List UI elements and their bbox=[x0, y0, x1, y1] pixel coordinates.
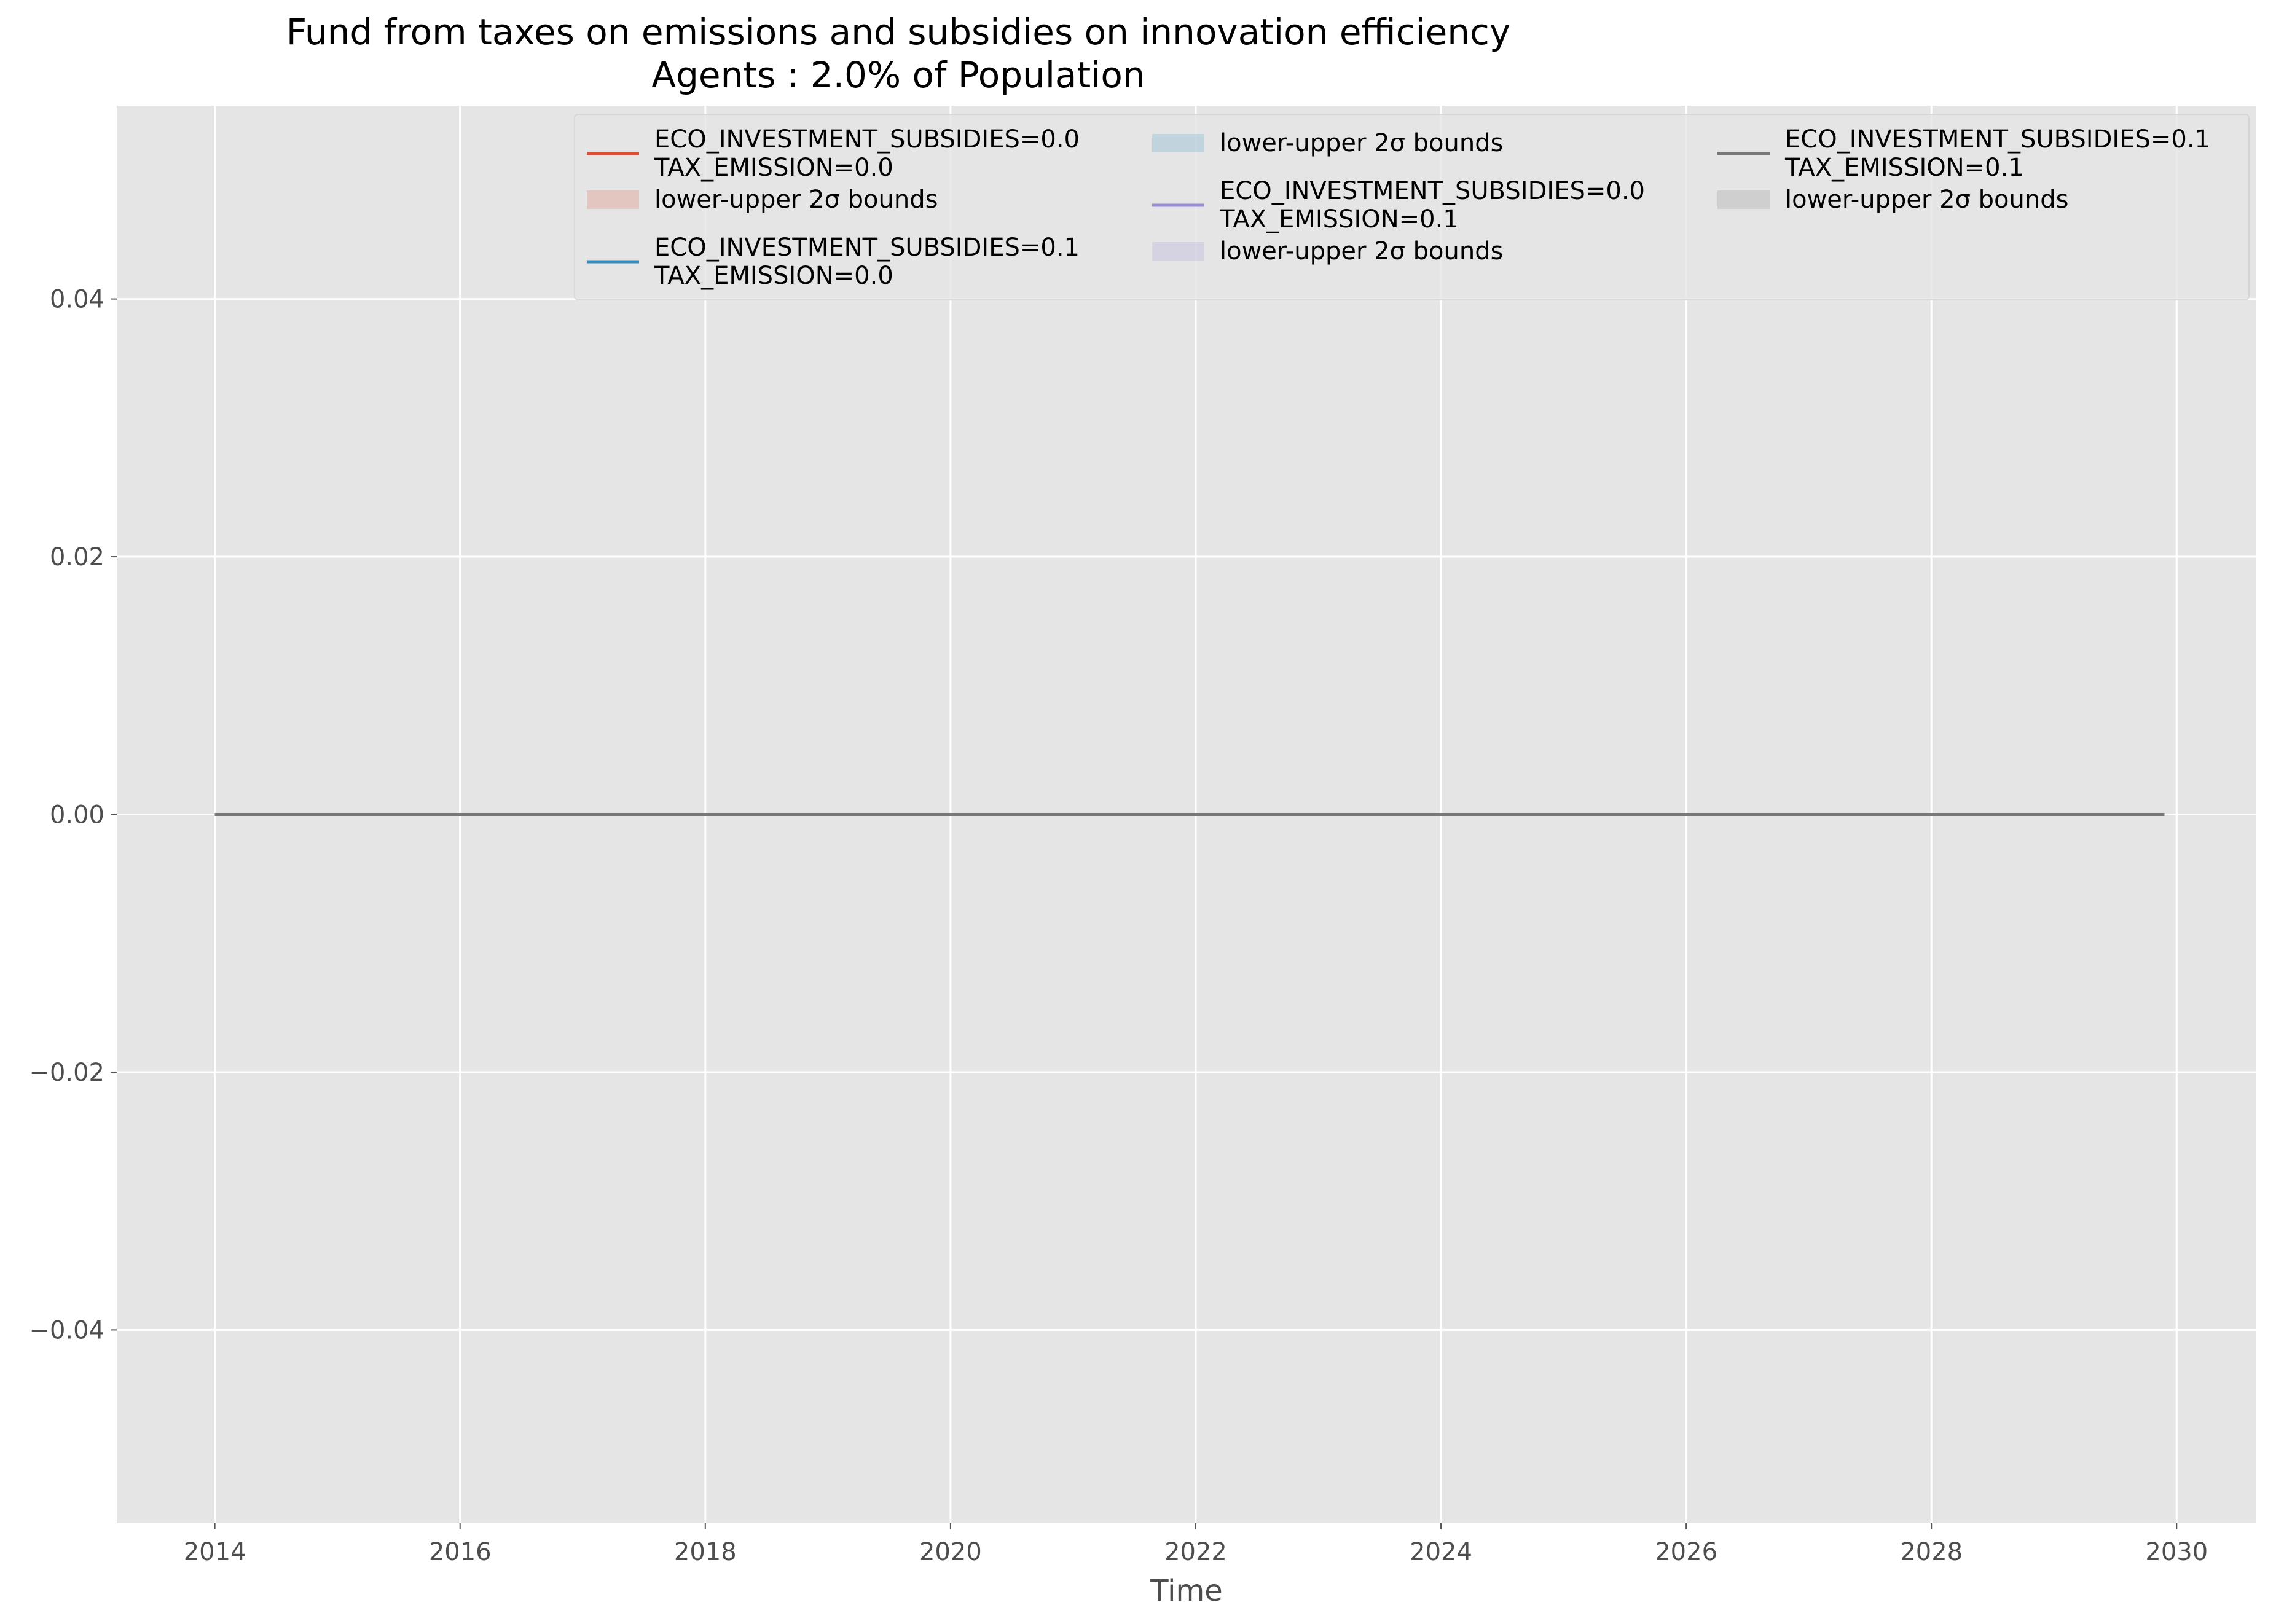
legend-bounds-label: lower-upper 2σ bounds bbox=[1220, 237, 1503, 265]
legend-series-label: ECO_INVESTMENT_SUBSIDIES=0.1 bbox=[1785, 125, 2210, 154]
legend-bounds-label: lower-upper 2σ bounds bbox=[1220, 129, 1503, 157]
legend-band-swatch bbox=[1717, 190, 1770, 209]
x-axis-label: Time bbox=[1150, 1574, 1222, 1608]
y-tick-label: 0.00 bbox=[50, 801, 104, 830]
x-tick-label: 2024 bbox=[1410, 1538, 1472, 1566]
legend-series-label: TAX_EMISSION=0.1 bbox=[1784, 154, 2024, 182]
x-tick-label: 2020 bbox=[919, 1538, 982, 1566]
chart-subtitle: Agents : 2.0% of Population bbox=[651, 54, 1145, 96]
x-tick-label: 2016 bbox=[429, 1538, 492, 1566]
legend-series-label: TAX_EMISSION=0.1 bbox=[1219, 205, 1459, 233]
x-tick-label: 2030 bbox=[2145, 1538, 2208, 1566]
x-tick-label: 2022 bbox=[1164, 1538, 1227, 1566]
x-tick-label: 2026 bbox=[1655, 1538, 1717, 1566]
y-tick-label: 0.04 bbox=[50, 286, 104, 314]
legend-band-swatch bbox=[587, 190, 639, 209]
legend-series-label: ECO_INVESTMENT_SUBSIDIES=0.0 bbox=[1220, 177, 1645, 205]
legend-box bbox=[574, 114, 2250, 300]
x-tick-label: 2028 bbox=[1900, 1538, 1963, 1566]
legend-bounds-label: lower-upper 2σ bounds bbox=[1785, 186, 2068, 214]
legend-series-label: TAX_EMISSION=0.0 bbox=[654, 262, 893, 290]
x-axis: 2014 2016 2018 2020 2022 2024 2026 2028 2030 bbox=[184, 1523, 2208, 1566]
y-tick-label: −0.04 bbox=[29, 1316, 104, 1344]
legend-series-label: ECO_INVESTMENT_SUBSIDIES=0.1 bbox=[654, 233, 1080, 262]
legend-band-swatch bbox=[1152, 134, 1204, 152]
x-tick-label: 2018 bbox=[674, 1538, 737, 1566]
legend-band-swatch bbox=[1152, 242, 1204, 261]
legend: ECO_INVESTMENT_SUBSIDIES=0.0TAX_EMISSION… bbox=[574, 114, 2250, 300]
legend-bounds-label: lower-upper 2σ bounds bbox=[654, 186, 938, 214]
legend-series-label: TAX_EMISSION=0.0 bbox=[654, 154, 893, 182]
y-tick-label: −0.02 bbox=[29, 1059, 104, 1087]
legend-series-label: ECO_INVESTMENT_SUBSIDIES=0.0 bbox=[654, 125, 1080, 154]
y-tick-label: 0.02 bbox=[50, 543, 104, 571]
y-axis: 0.04 0.02 0.00 −0.02 −0.04 bbox=[29, 286, 117, 1344]
x-tick-label: 2014 bbox=[184, 1538, 246, 1566]
chart-title: Fund from taxes on emissions and subsidi… bbox=[286, 11, 1511, 53]
